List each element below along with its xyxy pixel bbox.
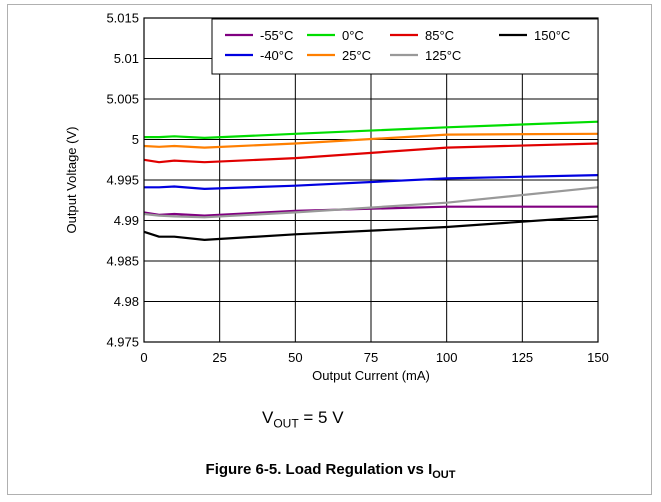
series-line — [143, 142, 599, 164]
y-tick-label: 5.005 — [106, 92, 139, 107]
legend-label: 150°C — [534, 28, 570, 43]
legend-label: 125°C — [425, 48, 461, 63]
x-tick-label: 100 — [436, 350, 458, 365]
series-line — [144, 174, 599, 190]
plot-border — [143, 17, 599, 343]
x-tick-label: 25 — [212, 350, 226, 365]
x-tick-label: 125 — [511, 350, 533, 365]
x-tick-label: 75 — [364, 350, 378, 365]
y-axis-title: Output Voltage (V) — [64, 127, 79, 234]
y-tick-label: 4.98 — [114, 294, 139, 309]
legend-label: 25°C — [342, 48, 371, 63]
legend-label: 85°C — [425, 28, 454, 43]
y-tick-label: 5.01 — [114, 51, 139, 66]
series-line — [144, 120, 599, 139]
y-tick-label: 4.975 — [106, 335, 139, 350]
y-tick-label: 4.99 — [114, 213, 139, 228]
y-tick-label: 5.015 — [106, 11, 139, 26]
legend-box — [211, 18, 599, 75]
figure-frame — [7, 4, 652, 495]
y-tick-label: 4.985 — [106, 254, 139, 269]
x-tick-label: 50 — [288, 350, 302, 365]
y-tick-label: 5 — [132, 132, 139, 147]
legend-label: -40°C — [260, 48, 293, 63]
x-tick-label: 0 — [140, 350, 147, 365]
series-line — [143, 186, 599, 219]
legend-label: 0°C — [342, 28, 364, 43]
vout-annotation: VOUT = 5 V — [262, 408, 344, 431]
legend-label: -55°C — [260, 28, 293, 43]
figure-caption: Figure 6-5. Load Regulation vs IOUT — [205, 461, 456, 481]
y-tick-label: 4.995 — [106, 173, 139, 188]
series-line — [143, 215, 599, 241]
series-line — [143, 132, 599, 149]
x-tick-label: 150 — [587, 350, 609, 365]
x-axis-title: Output Current (mA) — [312, 368, 430, 383]
